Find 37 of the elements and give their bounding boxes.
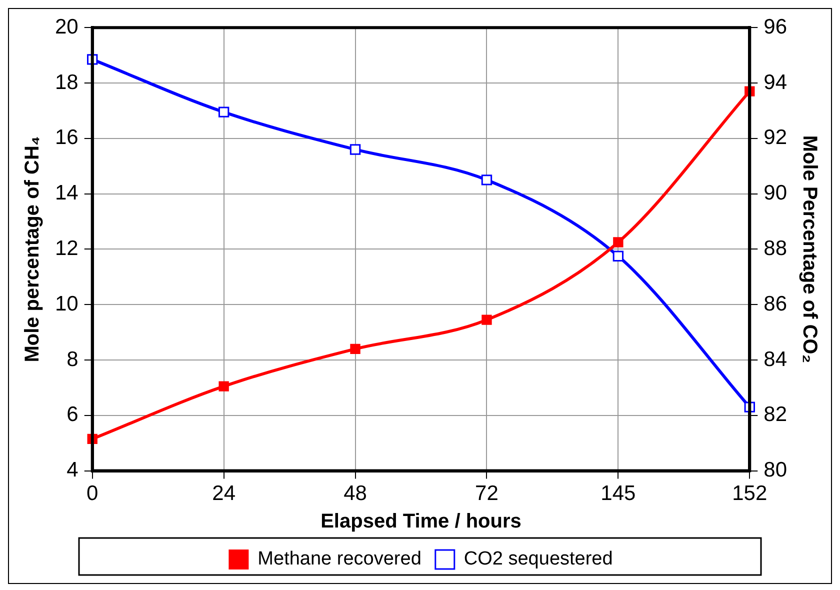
point (481, 174, 492, 186)
y2-tick-label: 90 (764, 182, 787, 205)
y2-tick-label: 80 (764, 458, 787, 482)
y-tick-label: 6 (66, 403, 78, 426)
y-tick-label: 12 (55, 236, 78, 260)
x-tick-label: 72 (475, 482, 498, 506)
y2-tick-label: 88 (764, 236, 787, 260)
y2-tick-label: 94 (764, 70, 788, 94)
y-axis-title: Mole percentage of CH₄ (22, 136, 44, 362)
y-tick-label: 8 (66, 348, 78, 371)
y2-tick-label: 96 (764, 15, 787, 38)
x-axis-title: Elapsed Time / hours (320, 510, 522, 533)
x-tick-label: 152 (732, 482, 768, 506)
point (350, 344, 360, 354)
y-tick-label: 10 (55, 292, 78, 316)
point (613, 237, 624, 248)
y2-tick-label: 86 (764, 292, 787, 316)
point (218, 106, 230, 118)
point (218, 381, 229, 392)
y2-tick-label: 82 (764, 403, 787, 426)
y2-axis-title: Mole Percentage of CO₂ (798, 135, 820, 364)
y-tick-label: 16 (55, 126, 78, 150)
point (482, 314, 492, 325)
y-tick-label: 20 (55, 15, 78, 38)
x-tick-label: 0 (86, 482, 98, 506)
y-tick-label: 4 (66, 458, 79, 482)
y2-tick-label: 92 (764, 126, 787, 150)
y2-tick-label: 84 (764, 348, 788, 371)
point (350, 144, 361, 155)
legend-label: Methane recovered (258, 548, 422, 570)
x-tick-label: 48 (344, 482, 367, 506)
y-tick-label: 14 (55, 182, 79, 205)
y-tick-label: 18 (55, 70, 78, 94)
x-tick-label: 145 (600, 482, 636, 506)
x-tick-label: 24 (212, 482, 236, 506)
point (612, 250, 624, 262)
legend-label: CO2 sequestered (464, 548, 613, 570)
